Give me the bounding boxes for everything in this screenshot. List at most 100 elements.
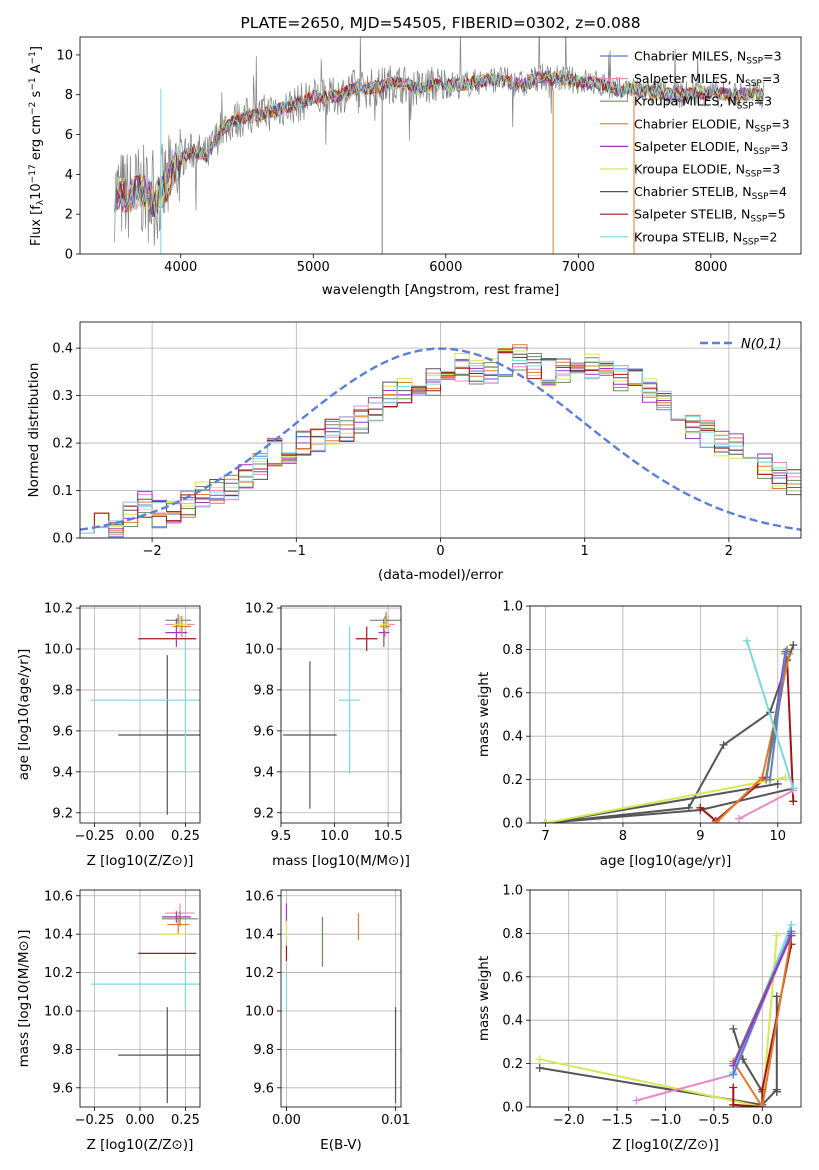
massweight-line (545, 776, 786, 823)
massweight-marker (789, 797, 798, 806)
spectrum-model-line (114, 70, 764, 217)
histogram-step (80, 352, 801, 534)
y-tick-label: 8 (65, 88, 73, 103)
y-tick-label: 1.0 (502, 600, 523, 615)
x-tick-label: 7 (541, 829, 549, 844)
x-tick-label: −0.25 (75, 829, 115, 844)
y-tick-label: 10.6 (44, 889, 73, 904)
y-tick-label: 0 (65, 248, 73, 263)
legend-label: Salpeter STELIB, NSSP=5 (634, 207, 786, 225)
x-tick-label: 4000 (164, 260, 197, 275)
x-axis-label: Z [log10(Z/Z⊙)] (87, 1137, 194, 1153)
y-tick-label: 0.4 (502, 730, 523, 745)
y-tick-label: 4 (65, 168, 73, 183)
x-tick-label: 5000 (297, 260, 330, 275)
y-tick-label: 0.2 (502, 773, 523, 788)
y-tick-label: 0.2 (502, 1057, 523, 1072)
histogram-step (80, 351, 801, 534)
legend-label: Chabrier MILES, NSSP=3 (634, 49, 782, 67)
massweight-marker (729, 1083, 738, 1092)
legend-label: Kroupa STELIB, NSSP=2 (634, 229, 778, 247)
massweight-marker (766, 775, 775, 784)
y-tick-label: 0.6 (502, 970, 523, 985)
massweight-line (732, 935, 793, 1067)
legend: Chabrier MILES, NSSP=3 Salpeter MILES, NS… (600, 49, 790, 247)
histogram-step (80, 353, 801, 538)
massweight-plot (535, 920, 796, 1107)
legend-label: Salpeter ELODIE, NSSP=3 (634, 139, 788, 157)
x-tick-label: 9 (696, 829, 704, 844)
y-tick-label: 0.4 (502, 1014, 523, 1029)
y-tick-label: 0.8 (502, 643, 523, 658)
axes-spectrum: 4000 5000 6000 7000 8000 0 2 4 6 8 10 (56, 48, 727, 275)
y-tick-label: 9.6 (52, 1081, 73, 1096)
y-tick-label: 9.2 (52, 806, 73, 821)
panel-frame (79, 605, 201, 824)
massweight-marker (772, 992, 781, 1001)
legend-label: Kroupa ELODIE, NSSP=3 (634, 162, 780, 180)
massweight-marker (729, 1100, 738, 1107)
x-tick-label: −0.25 (75, 1113, 115, 1128)
y-tick-label: 1.0 (502, 884, 523, 899)
x-tick-label: 10.5 (374, 829, 403, 844)
y-tick-label: 10.0 (245, 1004, 274, 1019)
legend-label-gaussian: N(0,1) (741, 337, 782, 352)
spectrum-model-line (114, 72, 764, 218)
x-tick-label: −2.0 (553, 1113, 585, 1128)
y-axis-label: Flux [fλ10−17 erg cm−2 s−1 A−1] (28, 46, 46, 246)
y-tick-label: 9.6 (253, 724, 274, 739)
x-axis-label: E(B-V) (320, 1137, 362, 1153)
y-tick-label: 9.6 (52, 724, 73, 739)
histogram-step (80, 352, 801, 534)
x-tick-label: 6000 (429, 260, 462, 275)
y-axis-label: mass weight (476, 672, 492, 757)
y-tick-label: 0.4 (52, 342, 73, 357)
x-tick-label: 10.0 (320, 829, 349, 844)
x-tick-label: −0.5 (698, 1113, 730, 1128)
massweight-line (539, 935, 778, 1107)
x-tick-label: 0.25 (171, 1113, 200, 1128)
massweight-marker (729, 1024, 738, 1033)
y-tick-label: 9.6 (253, 1081, 274, 1096)
y-tick-label: 10.2 (245, 966, 274, 981)
errorbar-plot (90, 614, 200, 815)
spectrum-model-line (114, 71, 764, 217)
x-tick-label: 0 (436, 544, 444, 559)
y-tick-label: 10.4 (245, 928, 274, 943)
y-tick-label: 0.0 (52, 532, 73, 547)
axes-age-vs-mass: 9.5 10.0 10.5 9.2 9.4 9.6 9.8 10.0 10.2 (245, 602, 403, 844)
massweight-line (545, 787, 794, 823)
panel-frame (529, 605, 802, 824)
axes-massweight-vs-Z: −2.0 −1.5 −1.0 −0.5 0.0 0.0 0.2 0.4 0.6 0.8 1.0 (502, 884, 801, 1128)
massweight-marker (789, 641, 798, 650)
gaussian-curve (80, 347, 801, 531)
histogram-step (80, 350, 801, 534)
massweight-line (745, 640, 795, 789)
y-tick-label: 2 (65, 208, 73, 223)
histogram-step (80, 362, 801, 536)
y-tick-label: 0.0 (502, 817, 523, 832)
y-tick-label: 10.2 (44, 602, 73, 617)
x-axis-label: Z [log10(Z/Z⊙)] (612, 1137, 719, 1153)
y-tick-label: 10.2 (245, 602, 274, 617)
x-tick-label: 8 (619, 829, 627, 844)
x-axis-label: wavelength [Angstrom, rest frame] (322, 282, 560, 298)
errorbar-plot (283, 612, 401, 809)
massweight-marker (772, 1087, 781, 1096)
legend-label: Chabrier STELIB, NSSP=4 (634, 184, 787, 202)
y-tick-label: 10.6 (245, 889, 274, 904)
massweight-plot (541, 636, 798, 823)
massweight-marker (781, 649, 790, 658)
y-axis-label: Normed distribution (26, 363, 42, 498)
massweight-line (738, 789, 794, 820)
y-tick-label: 10.0 (245, 642, 274, 657)
x-tick-label: −1.5 (601, 1113, 633, 1128)
x-axis-label: (data-model)/error (378, 567, 504, 583)
histogram-step (80, 344, 801, 534)
x-tick-label: 10 (769, 829, 786, 844)
massweight-marker (772, 931, 781, 940)
chart-title: PLATE=2650, MJD=54505, FIBERID=0302, z=0… (240, 14, 640, 32)
massweight-marker (729, 1070, 738, 1079)
x-tick-label: 8000 (694, 260, 727, 275)
y-tick-label: 0.0 (502, 1101, 523, 1116)
